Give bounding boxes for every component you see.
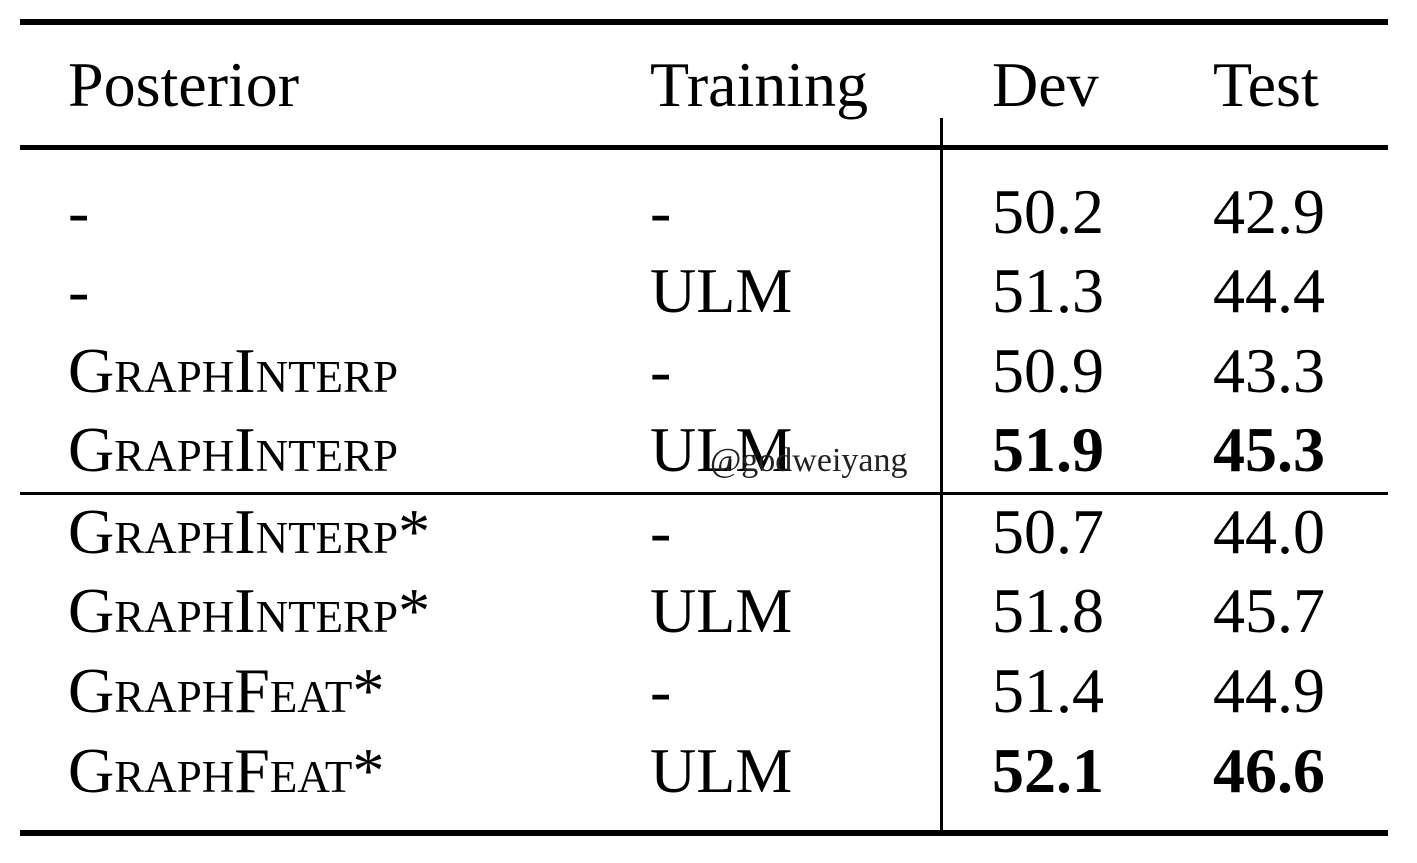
row-5-training: - (650, 496, 672, 567)
row-7-posterior: GraphFeat* (68, 655, 385, 726)
row-3-training: - (650, 335, 672, 406)
row-7-training: - (650, 655, 672, 726)
row-5-posterior: GraphInterp* (68, 496, 431, 567)
row-5-test: 44.0 (1213, 496, 1325, 567)
watermark: @godweiyang (710, 442, 908, 479)
row-3-posterior: GraphInterp (68, 335, 399, 406)
row-3-test: 43.3 (1213, 335, 1325, 406)
row-2-training: ULM (650, 255, 793, 326)
row-6-dev: 51.8 (992, 575, 1104, 646)
header-training: Training (650, 49, 869, 120)
group-separator-rule (20, 492, 1388, 495)
top-rule (20, 19, 1388, 25)
row-3-dev: 50.9 (992, 335, 1104, 406)
row-1-training: - (650, 176, 672, 247)
row-2-dev: 51.3 (992, 255, 1104, 326)
row-1-dev: 50.2 (992, 176, 1104, 247)
row-1-posterior: - (68, 176, 90, 247)
header-dev: Dev (992, 49, 1099, 120)
row-4-posterior: GraphInterp (68, 414, 399, 485)
row-8-posterior: GraphFeat* (68, 735, 385, 806)
row-6-test: 45.7 (1213, 575, 1325, 646)
row-8-test: 46.6 (1213, 735, 1325, 806)
row-6-posterior: GraphInterp* (68, 575, 431, 646)
row-4-dev: 51.9 (992, 414, 1104, 485)
row-2-test: 44.4 (1213, 255, 1325, 326)
row-7-dev: 51.4 (992, 655, 1104, 726)
row-8-dev: 52.1 (992, 735, 1104, 806)
column-divider (940, 118, 943, 831)
row-1-test: 42.9 (1213, 176, 1325, 247)
bottom-rule (20, 830, 1388, 836)
row-7-test: 44.9 (1213, 655, 1325, 726)
header-posterior: Posterior (68, 49, 300, 120)
row-2-posterior: - (68, 255, 90, 326)
row-4-training: ULM (650, 414, 793, 485)
header-rule (20, 145, 1388, 150)
row-4-test: 45.3 (1213, 414, 1325, 485)
row-5-dev: 50.7 (992, 496, 1104, 567)
header-test: Test (1213, 49, 1319, 120)
row-6-training: ULM (650, 575, 793, 646)
row-8-training: ULM (650, 735, 793, 806)
